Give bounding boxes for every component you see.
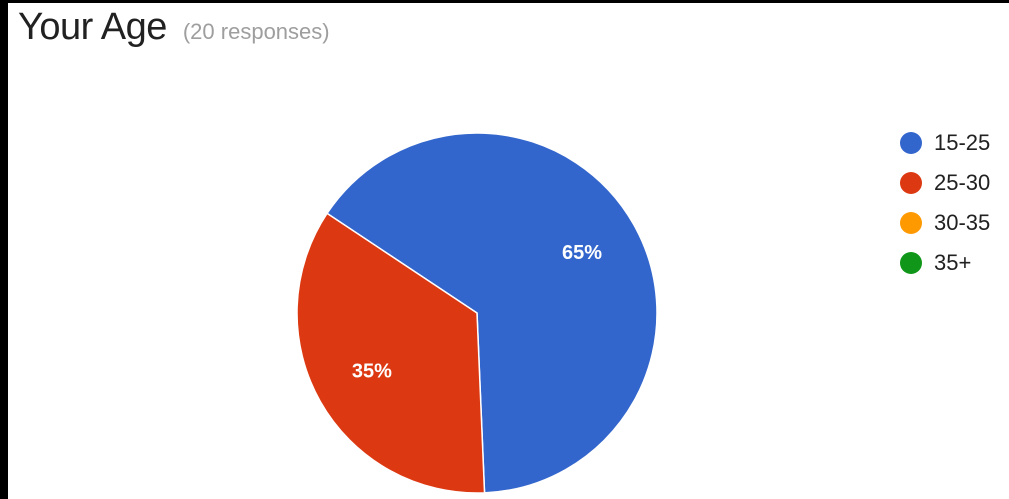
legend-item[interactable]: 15-25 (900, 130, 990, 156)
pie-data-label: 35% (352, 360, 392, 382)
legend-item[interactable]: 35+ (900, 250, 990, 276)
legend-label: 25-30 (934, 170, 990, 196)
legend-item[interactable]: 25-30 (900, 170, 990, 196)
legend-item[interactable]: 30-35 (900, 210, 990, 236)
legend-label: 30-35 (934, 210, 990, 236)
pie-data-label: 65% (562, 242, 602, 264)
legend-label: 35+ (934, 250, 971, 276)
legend-swatch (900, 172, 922, 194)
chart-legend: 15-25 25-30 30-35 35+ (900, 130, 990, 290)
legend-swatch (900, 212, 922, 234)
legend-swatch (900, 252, 922, 274)
legend-label: 15-25 (934, 130, 990, 156)
legend-swatch (900, 132, 922, 154)
